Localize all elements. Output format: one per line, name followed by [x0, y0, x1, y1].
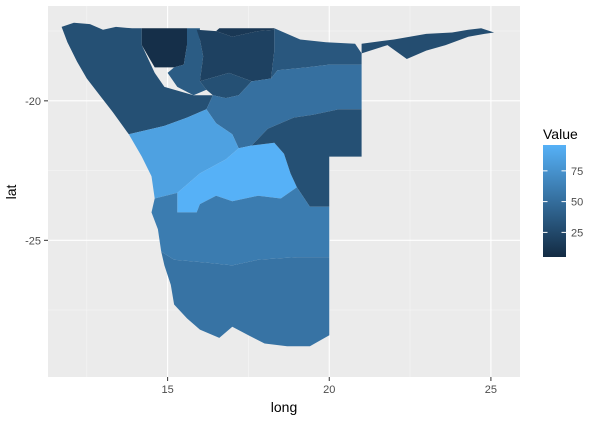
region-2: [141, 28, 187, 68]
legend-title: Value: [543, 126, 578, 142]
region-10: [128, 109, 239, 199]
region-9: [206, 64, 362, 149]
region-7: [271, 28, 362, 79]
y-axis-title: lat: [3, 185, 19, 200]
region-4: [196, 29, 275, 82]
y-tick-label: -20: [25, 96, 41, 108]
legend: Value 25 50 75: [543, 126, 583, 257]
region-3: [167, 28, 207, 96]
x-axis-title: long: [271, 399, 297, 415]
x-tick-label: 15: [161, 384, 173, 396]
legend-tick-label: 50: [571, 197, 583, 209]
legend-tick-label: 75: [571, 166, 583, 178]
region-1: [61, 22, 213, 135]
legend-ticks: 25 50 75: [543, 166, 583, 239]
region-6: [199, 72, 252, 99]
x-tick-label: 25: [485, 384, 497, 396]
region-14: [161, 251, 330, 347]
map-regions: [61, 22, 495, 347]
legend-tick-label: 25: [571, 227, 583, 239]
region-11: [177, 142, 297, 213]
region-8: [361, 28, 495, 59]
region-13: [151, 187, 330, 266]
region-12: [251, 109, 362, 207]
legend-colorbar: [543, 145, 566, 257]
y-tick-label: -25: [25, 235, 41, 247]
y-axis-ticks: -20 -25: [25, 96, 48, 247]
x-tick-label: 20: [323, 384, 335, 396]
x-axis-ticks: 15 20 25: [161, 377, 497, 396]
region-5: [216, 28, 275, 37]
